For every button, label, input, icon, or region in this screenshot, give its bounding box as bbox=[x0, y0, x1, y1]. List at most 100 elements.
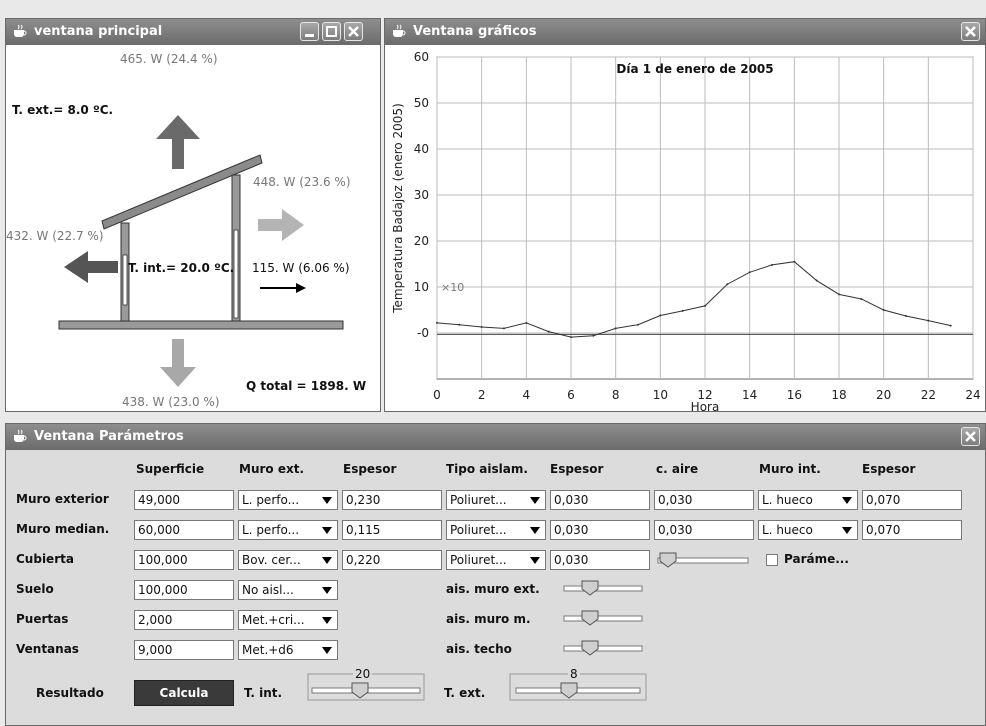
ais-muro-m-slider[interactable] bbox=[552, 608, 648, 628]
muro-exterior-c-aire-input[interactable]: 0,030 bbox=[654, 490, 754, 510]
cubierta-superficie-input[interactable]: 100,000 bbox=[134, 550, 234, 570]
puertas-tipo-select[interactable]: Met.+cri... bbox=[238, 610, 338, 630]
main-window-titlebar[interactable]: ventana principal bbox=[6, 19, 380, 45]
chevron-down-icon bbox=[530, 497, 540, 504]
muro-median-muro-ext-select[interactable]: L. perfo... bbox=[238, 520, 338, 540]
cubierta-muro-ext-select[interactable]: Bov. cer... bbox=[238, 550, 338, 570]
ventanas-superficie-input[interactable]: 9,000 bbox=[134, 640, 234, 660]
muro-median-c-aire-input[interactable]: 0,030 bbox=[654, 520, 754, 540]
header-c-aire: c. aire bbox=[656, 462, 699, 476]
select-value: Met.+d6 bbox=[242, 643, 294, 657]
temperature-point bbox=[592, 334, 595, 337]
x-axis-label: Hora bbox=[691, 400, 720, 411]
temperature-point bbox=[771, 263, 773, 266]
parametros-checkbox[interactable] bbox=[766, 554, 778, 566]
cubierta-aislam-select[interactable]: Poliuret... bbox=[446, 550, 546, 570]
puertas-superficie-input[interactable]: 2,000 bbox=[134, 610, 234, 630]
suelo-superficie-input[interactable]: 100,000 bbox=[134, 580, 234, 600]
muro-median-espesor-int-input[interactable]: 0,070 bbox=[862, 520, 962, 540]
temperature-point bbox=[838, 293, 840, 296]
right-window bbox=[233, 229, 239, 319]
cubierta-c-aire-slider[interactable] bbox=[656, 550, 752, 570]
temperature-point bbox=[949, 324, 952, 327]
select-value: L. hueco bbox=[762, 523, 813, 537]
chart-window-titlebar[interactable]: Ventana gráficos bbox=[385, 19, 985, 45]
y-tick-label: 60 bbox=[414, 50, 429, 64]
slider-thumb bbox=[560, 682, 578, 699]
chevron-down-icon bbox=[842, 527, 852, 534]
t-ext-slider[interactable] bbox=[508, 666, 648, 702]
muro-median-aislam-select[interactable]: Poliuret... bbox=[446, 520, 546, 540]
calcula-button[interactable]: Calcula bbox=[134, 680, 234, 706]
floor bbox=[58, 320, 344, 330]
muro-exterior-espesor-int-input[interactable]: 0,070 bbox=[862, 490, 962, 510]
t-int-slider[interactable] bbox=[306, 666, 426, 702]
x-tick-label: 10 bbox=[653, 388, 668, 402]
temperature-point bbox=[547, 330, 550, 333]
row-label-muro-median: Muro median. bbox=[16, 522, 110, 536]
muro-exterior-aislam-select[interactable]: Poliuret... bbox=[446, 490, 546, 510]
muro-exterior-muro-ext-select[interactable]: L. perfo... bbox=[238, 490, 338, 510]
ais-muro-ext-slider[interactable] bbox=[552, 578, 648, 598]
maximize-icon bbox=[326, 26, 337, 37]
temperature-point bbox=[905, 314, 907, 317]
temperature-point bbox=[704, 304, 706, 307]
select-value: L. hueco bbox=[762, 493, 813, 507]
exterior-temperature: T. ext.= 8.0 ºC. bbox=[12, 103, 114, 117]
y-tick-label: 50 bbox=[414, 96, 429, 110]
slider-thumb bbox=[659, 552, 677, 568]
params-close-button[interactable] bbox=[961, 427, 980, 446]
y-tick-label: 40 bbox=[414, 142, 429, 156]
maximize-button[interactable] bbox=[322, 22, 341, 41]
chevron-down-icon bbox=[322, 587, 332, 594]
x-tick-label: 8 bbox=[612, 388, 620, 402]
java-cup-icon bbox=[393, 24, 406, 37]
roof bbox=[101, 154, 263, 230]
suelo-tipo-select[interactable]: No aisl... bbox=[238, 580, 338, 600]
ais-muro-ext-label: ais. muro ext. bbox=[446, 582, 540, 596]
close-icon bbox=[965, 26, 976, 37]
close-button[interactable] bbox=[344, 22, 363, 41]
ventanas-tipo-select[interactable]: Met.+d6 bbox=[238, 640, 338, 660]
temperature-point bbox=[748, 271, 751, 274]
java-cup-icon bbox=[14, 429, 27, 442]
select-value: Bov. cer... bbox=[242, 553, 301, 567]
cubierta-espesor-aislam-input[interactable]: 0,030 bbox=[550, 550, 650, 570]
y-axis-label: Temperatura Badajoz (enero 2005) bbox=[391, 103, 405, 314]
chevron-down-icon bbox=[322, 647, 332, 654]
muro-median-espesor-aislam-input[interactable]: 0,030 bbox=[550, 520, 650, 540]
params-window-titlebar[interactable]: Ventana Parámetros bbox=[6, 424, 985, 450]
chart-close-button[interactable] bbox=[961, 22, 980, 41]
temperature-point bbox=[681, 309, 684, 312]
y-tick-label: 30 bbox=[414, 188, 429, 202]
chevron-down-icon bbox=[322, 557, 332, 564]
temperature-chart: 0 2 4 6 8 10 12 14 16 18 20 22 24605040302010-0×10Dí… bbox=[391, 50, 981, 411]
temperature-point bbox=[458, 323, 461, 326]
select-value: Poliuret... bbox=[450, 553, 507, 567]
muro-exterior-espesor-input[interactable]: 0,230 bbox=[342, 490, 442, 510]
x-tick-label: 16 bbox=[787, 388, 802, 402]
x-tick-label: 6 bbox=[567, 388, 575, 402]
muro-median-muro-int-select[interactable]: L. hueco bbox=[758, 520, 858, 540]
ais-techo-slider[interactable] bbox=[552, 638, 648, 658]
header-muro-int: Muro int. bbox=[759, 462, 821, 476]
temperature-point bbox=[480, 326, 483, 329]
select-value: L. perfo... bbox=[242, 523, 300, 537]
t-int-value: 20 bbox=[353, 667, 373, 681]
cubierta-espesor-input[interactable]: 0,220 bbox=[342, 550, 442, 570]
resultado-label: Resultado bbox=[36, 686, 104, 700]
temperature-point bbox=[927, 319, 930, 322]
minimize-icon bbox=[305, 34, 314, 37]
chart-title: Día 1 de enero de 2005 bbox=[616, 62, 773, 76]
t-ext-label: T. ext. bbox=[444, 686, 486, 700]
row-label-muro-exterior: Muro exterior bbox=[16, 492, 109, 506]
minimize-button[interactable] bbox=[300, 22, 319, 41]
x-tick-label: 24 bbox=[965, 388, 980, 402]
main-window: ventana principal 465. W bbox=[5, 18, 381, 412]
muro-exterior-muro-int-select[interactable]: L. hueco bbox=[758, 490, 858, 510]
muro-median-superficie-input[interactable]: 60,000 bbox=[134, 520, 234, 540]
muro-median-espesor-input[interactable]: 0,115 bbox=[342, 520, 442, 540]
t-int-label: T. int. bbox=[244, 686, 283, 700]
muro-exterior-espesor-aislam-input[interactable]: 0,030 bbox=[550, 490, 650, 510]
muro-exterior-superficie-input[interactable]: 49,000 bbox=[134, 490, 234, 510]
